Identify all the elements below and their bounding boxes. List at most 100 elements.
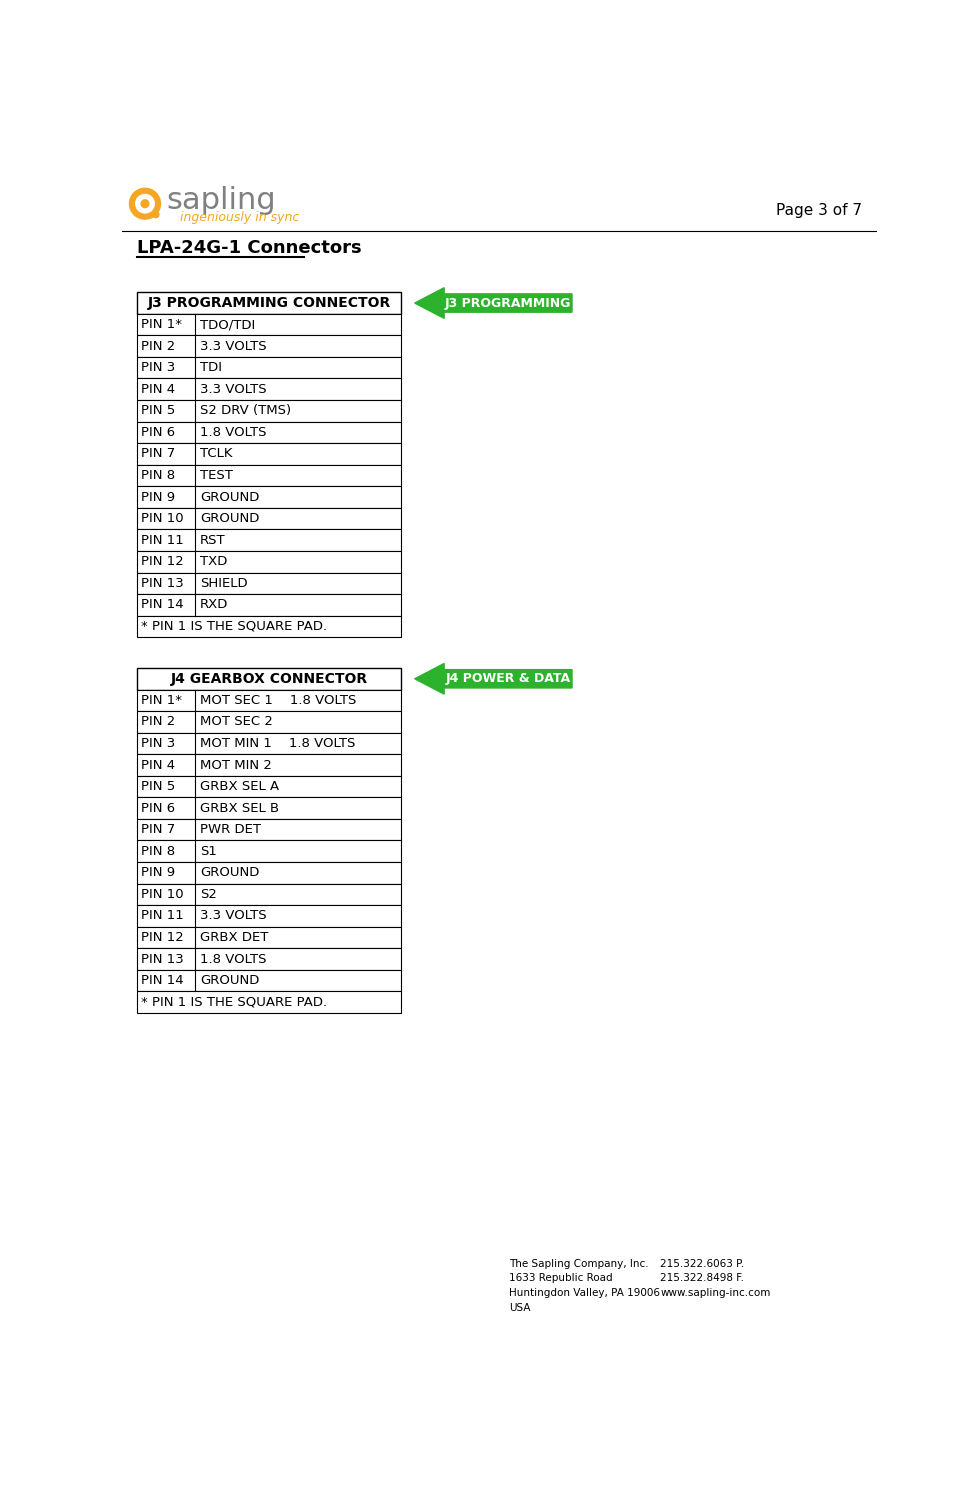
Bar bbox=[137, 819, 400, 840]
Text: SHIELD: SHIELD bbox=[200, 576, 247, 590]
Text: PIN 8: PIN 8 bbox=[141, 844, 175, 858]
Text: 3.3 VOLTS: 3.3 VOLTS bbox=[200, 909, 267, 923]
Text: PIN 9: PIN 9 bbox=[141, 867, 175, 879]
Text: GROUND: GROUND bbox=[200, 867, 259, 879]
Text: sapling: sapling bbox=[167, 187, 277, 215]
Text: 3.3 VOLTS: 3.3 VOLTS bbox=[200, 382, 267, 396]
Text: PIN 5: PIN 5 bbox=[141, 405, 175, 417]
Bar bbox=[137, 530, 400, 551]
Bar bbox=[137, 668, 400, 689]
Bar bbox=[137, 905, 400, 927]
Bar bbox=[137, 572, 400, 594]
Bar bbox=[137, 712, 400, 733]
Bar bbox=[137, 927, 400, 948]
Circle shape bbox=[130, 188, 161, 220]
Text: GROUND: GROUND bbox=[200, 974, 259, 987]
Text: MOT MIN 1    1.8 VOLTS: MOT MIN 1 1.8 VOLTS bbox=[200, 737, 356, 749]
Text: RST: RST bbox=[200, 534, 226, 546]
Text: PIN 1*: PIN 1* bbox=[141, 318, 182, 331]
Polygon shape bbox=[415, 664, 572, 694]
Text: * PIN 1 IS THE SQUARE PAD.: * PIN 1 IS THE SQUARE PAD. bbox=[141, 620, 327, 634]
Text: 215.322.6063 P.
215.322.8498 F.
www.sapling-inc.com: 215.322.6063 P. 215.322.8498 F. www.sapl… bbox=[660, 1258, 770, 1299]
Text: PIN 14: PIN 14 bbox=[141, 599, 184, 611]
Text: * PIN 1 IS THE SQUARE PAD.: * PIN 1 IS THE SQUARE PAD. bbox=[141, 996, 327, 1008]
Text: TCLK: TCLK bbox=[200, 447, 233, 461]
Text: PIN 4: PIN 4 bbox=[141, 382, 175, 396]
Circle shape bbox=[135, 194, 154, 212]
Bar bbox=[137, 292, 400, 315]
Text: PIN 12: PIN 12 bbox=[141, 555, 184, 569]
Circle shape bbox=[141, 200, 149, 208]
Text: PIN 14: PIN 14 bbox=[141, 974, 184, 987]
Text: PIN 6: PIN 6 bbox=[141, 802, 175, 814]
Bar bbox=[137, 798, 400, 819]
Text: J4 GEARBOX CONNECTOR: J4 GEARBOX CONNECTOR bbox=[170, 671, 367, 686]
Text: MOT MIN 2: MOT MIN 2 bbox=[200, 759, 272, 772]
Text: TEST: TEST bbox=[200, 470, 233, 482]
Text: J3 PROGRAMMING CONNECTOR: J3 PROGRAMMING CONNECTOR bbox=[147, 296, 391, 310]
Bar bbox=[137, 507, 400, 530]
Text: S1: S1 bbox=[200, 844, 217, 858]
Text: GRBX DET: GRBX DET bbox=[200, 932, 269, 944]
Bar bbox=[137, 486, 400, 507]
Text: PIN 7: PIN 7 bbox=[141, 823, 175, 837]
Text: J3 PROGRAMMING: J3 PROGRAMMING bbox=[445, 296, 572, 310]
Text: PIN 13: PIN 13 bbox=[141, 953, 184, 966]
Text: PIN 7: PIN 7 bbox=[141, 447, 175, 461]
Text: TDI: TDI bbox=[200, 361, 222, 375]
Bar bbox=[137, 594, 400, 616]
Text: MOT SEC 2: MOT SEC 2 bbox=[200, 715, 273, 728]
Bar bbox=[137, 948, 400, 969]
Text: PIN 13: PIN 13 bbox=[141, 576, 184, 590]
Bar bbox=[137, 336, 400, 357]
Text: PIN 2: PIN 2 bbox=[141, 715, 175, 728]
Text: Page 3 of 7: Page 3 of 7 bbox=[776, 203, 862, 218]
Bar bbox=[137, 689, 400, 712]
Text: PIN 10: PIN 10 bbox=[141, 512, 184, 525]
Text: GRBX SEL A: GRBX SEL A bbox=[200, 780, 280, 793]
Text: PWR DET: PWR DET bbox=[200, 823, 261, 837]
Bar bbox=[137, 840, 400, 862]
Bar bbox=[137, 969, 400, 992]
Bar bbox=[137, 754, 400, 775]
Text: PIN 5: PIN 5 bbox=[141, 780, 175, 793]
Bar bbox=[137, 862, 400, 883]
Text: GROUND: GROUND bbox=[200, 491, 259, 504]
Text: 1.8 VOLTS: 1.8 VOLTS bbox=[200, 426, 267, 439]
Text: PIN 2: PIN 2 bbox=[141, 340, 175, 352]
Text: PIN 3: PIN 3 bbox=[141, 361, 175, 375]
Text: The Sapling Company, Inc.
1633 Republic Road
Huntingdon Valley, PA 19006
USA: The Sapling Company, Inc. 1633 Republic … bbox=[509, 1258, 660, 1312]
Bar bbox=[137, 421, 400, 442]
Text: 3.3 VOLTS: 3.3 VOLTS bbox=[200, 340, 267, 352]
Text: PIN 9: PIN 9 bbox=[141, 491, 175, 504]
Text: RXD: RXD bbox=[200, 599, 228, 611]
Text: GROUND: GROUND bbox=[200, 512, 259, 525]
Polygon shape bbox=[415, 287, 572, 319]
Text: PIN 8: PIN 8 bbox=[141, 470, 175, 482]
Bar bbox=[137, 442, 400, 465]
Text: S2: S2 bbox=[200, 888, 217, 901]
Text: 1.8 VOLTS: 1.8 VOLTS bbox=[200, 953, 267, 966]
Text: TXD: TXD bbox=[200, 555, 227, 569]
Bar bbox=[137, 465, 400, 486]
Text: S2 DRV (TMS): S2 DRV (TMS) bbox=[200, 405, 291, 417]
Bar bbox=[137, 992, 400, 1013]
Text: PIN 10: PIN 10 bbox=[141, 888, 184, 901]
Bar bbox=[137, 378, 400, 400]
Text: PIN 1*: PIN 1* bbox=[141, 694, 182, 707]
Text: MOT SEC 1    1.8 VOLTS: MOT SEC 1 1.8 VOLTS bbox=[200, 694, 356, 707]
Bar bbox=[137, 616, 400, 637]
Bar bbox=[137, 733, 400, 754]
Text: PIN 6: PIN 6 bbox=[141, 426, 175, 439]
Circle shape bbox=[153, 211, 159, 218]
Text: PIN 11: PIN 11 bbox=[141, 534, 184, 546]
Text: PIN 12: PIN 12 bbox=[141, 932, 184, 944]
Text: GRBX SEL B: GRBX SEL B bbox=[200, 802, 280, 814]
Text: PIN 11: PIN 11 bbox=[141, 909, 184, 923]
Bar bbox=[137, 883, 400, 905]
Bar bbox=[137, 315, 400, 336]
Text: LPA-24G-1 Connectors: LPA-24G-1 Connectors bbox=[137, 239, 362, 256]
Bar bbox=[137, 400, 400, 421]
Bar bbox=[137, 357, 400, 378]
Bar bbox=[137, 551, 400, 572]
